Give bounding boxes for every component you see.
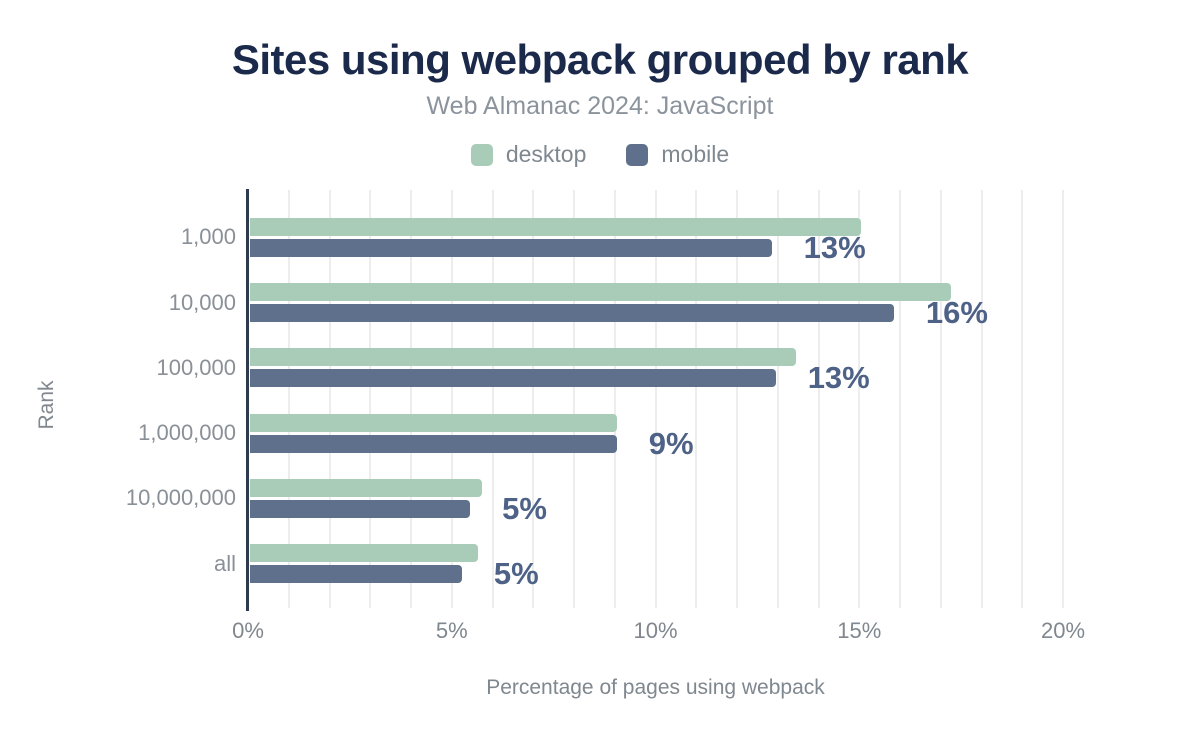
gridline-16pct: [899, 190, 901, 608]
x-axis-title: Percentage of pages using webpack: [486, 676, 825, 699]
data-label-10000: 16%: [925, 295, 988, 330]
category-label-10000: 10,000: [168, 289, 236, 315]
x-tick-15pct: 15%: [837, 618, 882, 643]
data-label-10000000: 5%: [502, 490, 547, 526]
bar-desktop-10000: [250, 283, 951, 301]
bar-mobile-1000000: [250, 434, 617, 453]
chart-subtitle: Web Almanac 2024: JavaScript: [426, 92, 774, 120]
x-tick-5pct: 5%: [435, 618, 468, 643]
x-tick-0pct: 0%: [232, 618, 264, 643]
legend-label-mobile: mobile: [661, 141, 730, 167]
gridline-2pct: [328, 190, 331, 608]
gridline-8pct: [573, 190, 575, 608]
chart-title: Sites using webpack grouped by rank: [231, 36, 969, 83]
gridline-19pct: [1021, 190, 1024, 608]
gridline-18pct: [980, 190, 983, 608]
bar-mobile-100000: [250, 369, 776, 388]
x-axis-tick-labels: 0% 5% 10% 15% 20%: [232, 612, 1085, 646]
bar-desktop-all: [250, 544, 479, 563]
legend-item-mobile[interactable]: mobile: [626, 141, 729, 168]
x-tick-10pct: 10%: [633, 618, 678, 643]
category-label-10000000: 10,000,000: [125, 485, 236, 511]
category-label-100000: 100,000: [156, 354, 236, 380]
gridline-3pct: [369, 190, 372, 608]
gridline-10pct: [654, 190, 657, 608]
bar-mobile-all: [250, 565, 462, 584]
desktop-swatch-icon: [470, 143, 493, 166]
gridline-20pct: [1062, 190, 1064, 608]
gridline-13pct: [776, 190, 779, 608]
gridline-12pct: [736, 190, 738, 608]
plot-area: 13% 16% 13% 9% 5% 5%: [246, 189, 1064, 611]
gridline-7pct: [532, 190, 535, 608]
bar-desktop-10000000: [250, 478, 483, 497]
category-label-1000: 1,000: [180, 224, 236, 250]
data-label-all: 5%: [493, 556, 539, 592]
legend-label-desktop: desktop: [505, 141, 587, 167]
y-axis-line: [246, 189, 249, 611]
category-label-all: all: [213, 550, 236, 576]
gridline-6pct: [491, 190, 494, 608]
data-label-100000: 13%: [807, 360, 870, 396]
legend-item-desktop[interactable]: desktop: [470, 141, 587, 168]
mobile-swatch-icon: [626, 143, 649, 166]
bar-desktop-1000000: [250, 413, 617, 432]
bar-mobile-10000000: [250, 499, 471, 518]
gridline-14pct: [817, 190, 820, 608]
data-label-1000: 13%: [803, 229, 866, 265]
gridline-5pct: [450, 190, 453, 608]
bar-desktop-1000: [250, 217, 862, 236]
gridline-4pct: [410, 190, 412, 608]
gridline-15pct: [858, 190, 861, 608]
category-label-1000000: 1,000,000: [138, 420, 236, 446]
y-axis-category-labels: 1,000 10,000 100,000 1,000,000 10,000,000 all: [0, 190, 236, 608]
gridline-9pct: [613, 190, 616, 608]
data-label-1000000: 9%: [648, 425, 694, 461]
bar-desktop-100000: [250, 348, 797, 367]
legend: desktop mobile: [0, 141, 1200, 168]
gridline-11pct: [695, 190, 698, 608]
bar-mobile-10000: [250, 304, 894, 322]
x-tick-20pct: 20%: [1040, 618, 1086, 643]
gridline-1pct: [287, 190, 290, 608]
gridline-17pct: [939, 190, 942, 608]
bar-mobile-1000: [250, 238, 772, 257]
